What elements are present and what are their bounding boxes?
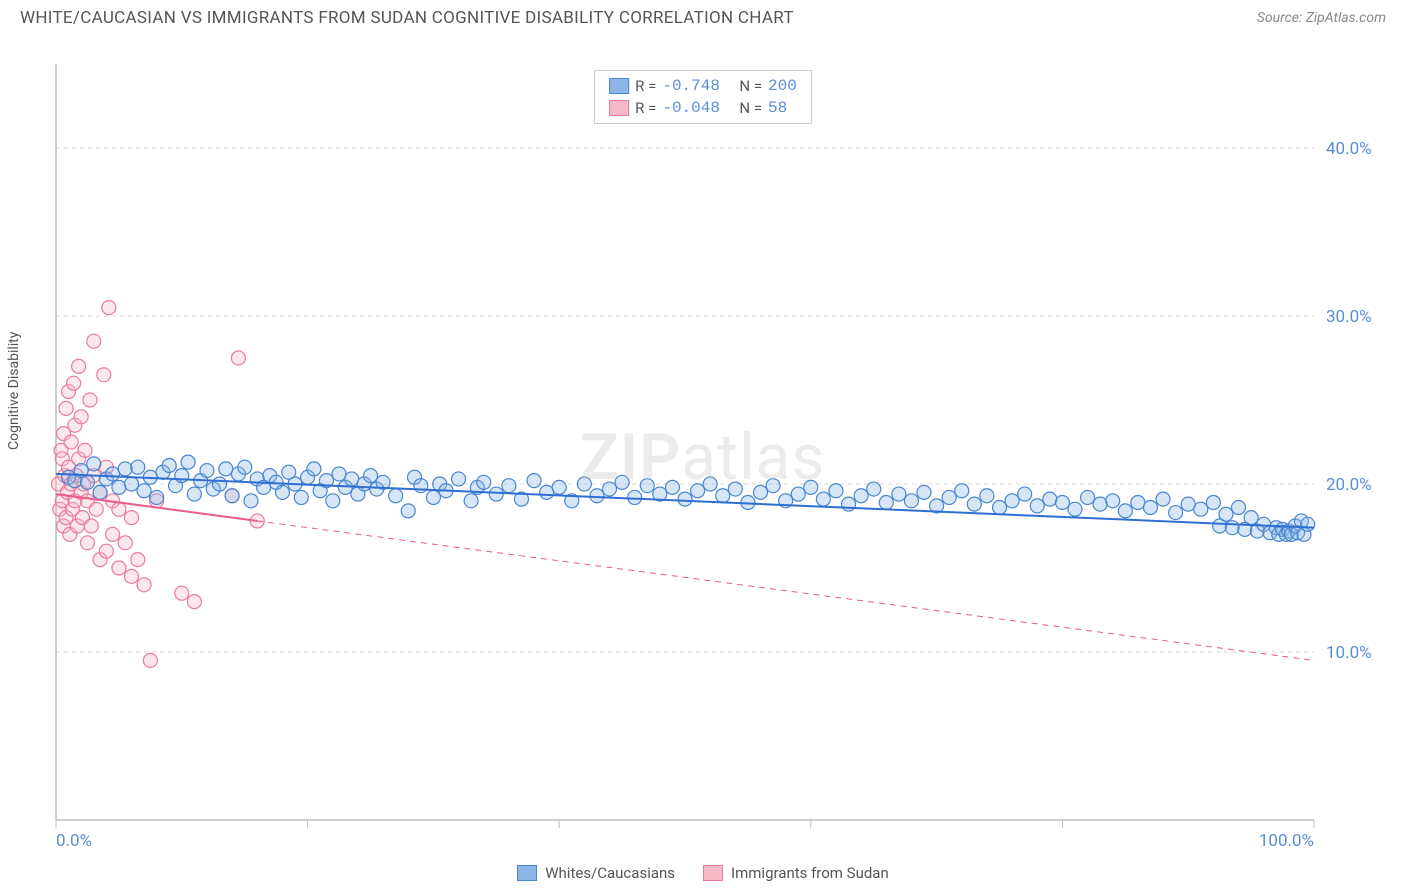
r-label: R = [635,77,656,95]
series-legend: Whites/Caucasians Immigrants from Sudan [20,864,1386,882]
legend-label-blue: Whites/Caucasians [545,864,675,882]
r-value-pink: -0.048 [662,99,720,117]
stats-row-blue: R = -0.748 N = 200 [595,75,811,97]
n-value-blue: 200 [768,77,797,95]
stats-legend: R = -0.748 N = 200 R = -0.048 N = 58 [594,70,812,124]
n-value-pink: 58 [768,99,787,117]
scatter-plot: 10.0% 20.0% 30.0% 40.0% 0.0% 100.0% [20,30,1386,850]
legend-label-pink: Immigrants from Sudan [731,864,889,882]
legend-item-pink: Immigrants from Sudan [703,864,889,882]
svg-text:20.0%: 20.0% [1326,475,1372,495]
chart-source: Source: ZipAtlas.com [1257,10,1386,26]
n-label: N = [739,77,762,95]
svg-text:0.0%: 0.0% [56,831,92,850]
swatch-blue-icon [609,78,629,94]
chart-container: Cognitive Disability ZIPatlas 10.0%20.0%… [20,30,1386,850]
swatch-pink-icon [703,865,723,881]
legend-item-blue: Whites/Caucasians [517,864,675,882]
svg-text:100.0%: 100.0% [1259,831,1314,850]
svg-text:40.0%: 40.0% [1326,139,1372,159]
n-label: N = [739,99,762,117]
chart-title: WHITE/CAUCASIAN VS IMMIGRANTS FROM SUDAN… [20,8,794,28]
svg-text:30.0%: 30.0% [1326,307,1372,327]
svg-text:10.0%: 10.0% [1326,643,1372,663]
swatch-pink-icon [609,100,629,116]
y-axis-label: Cognitive Disability [6,332,22,450]
r-label: R = [635,99,656,117]
r-value-blue: -0.748 [662,77,720,95]
swatch-blue-icon [517,865,537,881]
stats-row-pink: R = -0.048 N = 58 [595,97,811,119]
